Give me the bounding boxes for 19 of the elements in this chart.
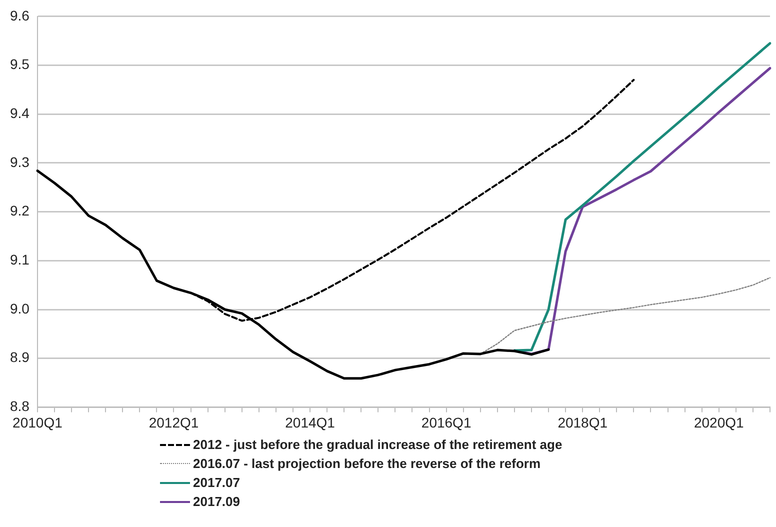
y-tick-label: 9.0 (10, 300, 30, 316)
y-tick-label: 8.8 (10, 398, 30, 414)
x-tick-label: 2020Q1 (694, 414, 744, 430)
x-tick-label: 2014Q1 (285, 414, 336, 430)
legend-label: 2012 - just before the gradual increase of the retirement age (193, 437, 562, 452)
legend-label: 2017.09 (193, 494, 240, 509)
x-tick-label: 2016Q1 (421, 414, 472, 430)
y-tick-label: 9.1 (10, 252, 30, 268)
legend-label: 2016.07 - last projection before the reverse of the reform (193, 456, 541, 471)
y-tick-label: 9.3 (10, 154, 30, 170)
y-tick-label: 9.4 (10, 104, 30, 121)
y-tick-label: 9.6 (10, 7, 30, 24)
x-tick-label: 2010Q1 (12, 414, 63, 430)
y-tick-label: 9.2 (10, 202, 30, 219)
x-tick-label: 2018Q1 (558, 414, 608, 430)
legend-label: 2017.07 (193, 475, 240, 490)
y-tick-label: 9.5 (10, 56, 30, 72)
x-tick-label: 2012Q1 (148, 414, 199, 430)
y-tick-label: 8.9 (10, 349, 30, 366)
